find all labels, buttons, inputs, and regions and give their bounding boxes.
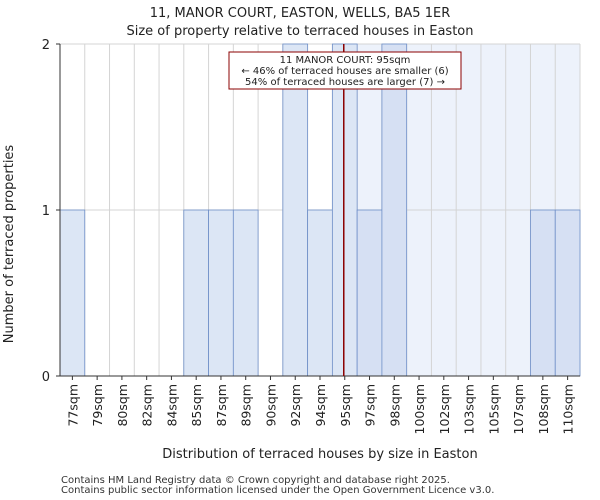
bar <box>554 209 581 377</box>
x-tick-label: 87sqm <box>214 384 229 427</box>
y-tick-label: 1 <box>42 204 50 219</box>
bar <box>282 43 309 377</box>
y-tick-label: 0 <box>42 370 50 385</box>
x-tick-label: 89sqm <box>239 384 254 427</box>
y-axis-label: Number of terraced properties <box>2 145 17 344</box>
x-tick-label: 90sqm <box>263 384 278 427</box>
x-tick-label: 94sqm <box>313 384 328 427</box>
x-tick-label: 102sqm <box>437 384 452 434</box>
bar <box>208 209 234 377</box>
annotation-line-3: 54% of terraced houses are larger (7) → <box>245 77 445 88</box>
x-tick-label: 95sqm <box>338 384 353 427</box>
footer-line-2: Contains public sector information licen… <box>61 485 495 496</box>
bar <box>232 209 259 377</box>
x-tick-label: 92sqm <box>288 384 303 427</box>
bar <box>530 209 556 377</box>
x-tick-label: 108sqm <box>536 384 551 434</box>
x-tick-label: 77sqm <box>65 384 80 427</box>
annotation-line-1: 11 MANOR COURT: 95sqm <box>280 55 411 66</box>
x-tick-label: 80sqm <box>115 384 130 427</box>
chart-subtitle: Size of property relative to terraced ho… <box>126 24 474 39</box>
x-tick-label: 103sqm <box>462 384 477 434</box>
annotation-box <box>228 51 462 90</box>
bar <box>331 43 358 377</box>
x-tick-label: 100sqm <box>412 384 427 434</box>
x-tick-label: 107sqm <box>511 384 526 434</box>
x-tick-label: 97sqm <box>363 384 378 427</box>
bar <box>307 209 333 377</box>
x-tick-label: 85sqm <box>189 384 204 427</box>
chart-title: 11, MANOR COURT, EASTON, WELLS, BA5 1ER <box>149 6 451 21</box>
x-tick-label: 84sqm <box>164 384 179 427</box>
x-tick-label: 105sqm <box>486 384 501 434</box>
bar <box>381 43 408 377</box>
bar <box>59 209 86 377</box>
x-tick-label: 82sqm <box>140 384 155 427</box>
x-tick-label: 79sqm <box>90 384 105 427</box>
x-axis-label: Distribution of terraced houses by size … <box>162 447 477 462</box>
x-tick-label: 110sqm <box>561 384 576 434</box>
bar <box>356 209 383 377</box>
footer-line-1: Contains HM Land Registry data © Crown c… <box>61 475 450 486</box>
bar <box>183 209 209 377</box>
annotation-line-2: ← 46% of terraced houses are smaller (6) <box>241 66 448 77</box>
y-tick-label: 2 <box>42 38 50 53</box>
x-tick-label: 98sqm <box>387 384 402 427</box>
